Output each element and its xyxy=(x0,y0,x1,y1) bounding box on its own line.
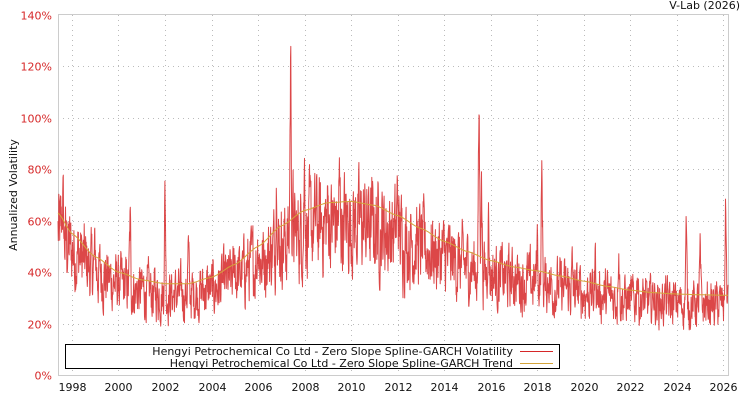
y-tick-label: 140% xyxy=(21,10,52,23)
x-tick-label: 2026 xyxy=(710,381,738,394)
grid-lines xyxy=(58,15,728,375)
x-tick-label: 2018 xyxy=(524,381,552,394)
y-axis-label: Annualized Volatility xyxy=(7,139,20,251)
x-tick-label: 2008 xyxy=(292,381,320,394)
y-axis-ticks: 0% 20% 40% 60% 80% 100% 120% 140% xyxy=(21,10,52,383)
y-tick-label: 20% xyxy=(28,319,52,332)
y-tick-label: 0% xyxy=(35,370,52,383)
credit-label: V-Lab (2026) xyxy=(669,0,740,12)
x-tick-label: 2022 xyxy=(617,381,645,394)
plot-area-border xyxy=(58,14,729,376)
y-tick-label: 40% xyxy=(28,267,52,280)
y-tick-label: 100% xyxy=(21,113,52,126)
x-tick-label: 2020 xyxy=(571,381,599,394)
x-tick-label: 2014 xyxy=(431,381,459,394)
y-tick-label: 60% xyxy=(28,216,52,229)
x-tick-label: 2000 xyxy=(105,381,133,394)
x-tick-label: 2012 xyxy=(385,381,413,394)
legend-label-volatility: Hengyi Petrochemical Co Ltd - Zero Slope… xyxy=(152,345,513,358)
x-tick-label: 2004 xyxy=(199,381,227,394)
x-tick-label: 2002 xyxy=(152,381,180,394)
x-axis-ticks: 1998 2000 2002 2004 2006 2008 2010 2012 2014 2016… xyxy=(59,381,738,394)
x-tick-label: 2024 xyxy=(664,381,692,394)
x-tick-label: 2006 xyxy=(245,381,273,394)
legend-box xyxy=(65,344,560,369)
x-tick-label: 2016 xyxy=(478,381,506,394)
y-tick-label: 80% xyxy=(28,164,52,177)
x-tick-label: 2010 xyxy=(338,381,366,394)
legend: Hengyi Petrochemical Co Ltd - Zero Slope… xyxy=(65,344,560,370)
x-tick-label: 1998 xyxy=(59,381,87,394)
y-tick-label: 120% xyxy=(21,61,52,74)
legend-label-trend: Hengyi Petrochemical Co Ltd - Zero Slope… xyxy=(170,357,513,370)
volatility-line xyxy=(57,45,729,331)
trend-line xyxy=(57,200,728,296)
series-lines xyxy=(57,45,729,331)
